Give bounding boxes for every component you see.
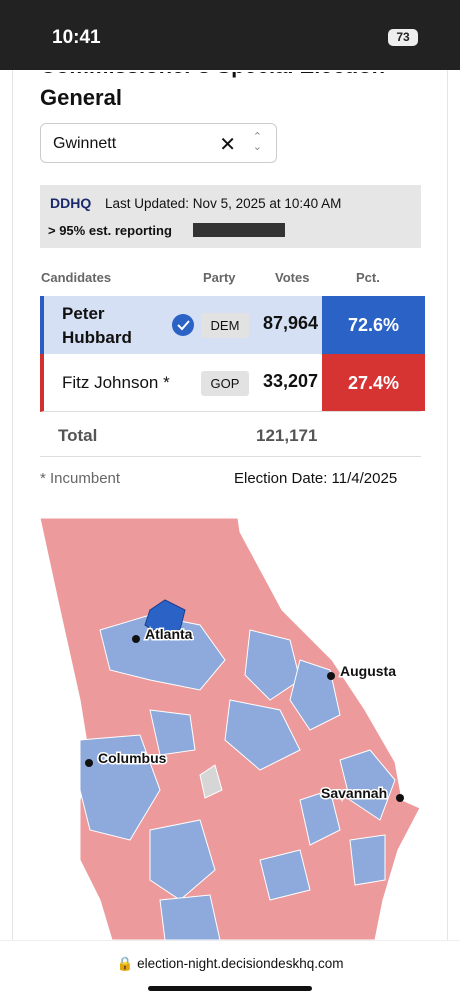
table-header: Party xyxy=(203,270,236,285)
status-cover: 10:41 73 xyxy=(0,0,460,70)
candidate-row: Fitz Johnson * GOP 33,207 27.4% xyxy=(40,354,425,412)
winner-check xyxy=(172,314,194,336)
city-dot xyxy=(132,635,140,643)
county-select[interactable]: Gwinnett ✕ ⌃ ⌄ xyxy=(40,123,277,163)
clear-icon[interactable]: ✕ xyxy=(219,134,236,156)
city-label: Savannah xyxy=(321,785,387,801)
table-header: Votes xyxy=(275,270,310,285)
party: DEM xyxy=(201,313,249,338)
candidate-row: Peter Hubbard DEM 87,964 72.6% xyxy=(40,296,425,354)
total-label: Total xyxy=(58,426,98,445)
city-label: Atlanta xyxy=(145,626,193,642)
candidate-name: Fitz Johnson * xyxy=(62,373,170,392)
reporting: > 95% est. reporting xyxy=(48,223,172,238)
logo: DDHQ xyxy=(50,195,92,211)
percent: 27.4% xyxy=(322,354,425,411)
county: Gwinnett xyxy=(53,135,117,152)
city-label: Augusta xyxy=(340,663,396,679)
page-title: Commissioner's Special Election General xyxy=(40,72,420,114)
progress-bar xyxy=(193,223,285,237)
votes: 87,964 xyxy=(262,313,318,333)
city-dot xyxy=(327,672,335,680)
percent: 72.6% xyxy=(322,296,425,354)
candidate-name: Peter Hubbard xyxy=(62,304,132,347)
city-label: Columbus xyxy=(98,750,167,766)
divider xyxy=(40,456,421,457)
gwinnett xyxy=(144,599,186,636)
election-date: Election Date: 11/4/2025 xyxy=(234,470,398,487)
info-box: DDHQ Last Updated: Nov 5, 2025 at 10:40 … xyxy=(40,185,421,248)
no-data-county xyxy=(199,764,223,799)
party: GOP xyxy=(201,371,249,396)
total-votes: 121,171 xyxy=(256,426,318,445)
battery: 73 xyxy=(388,29,418,46)
time: 10:41 xyxy=(52,27,101,48)
dem-counties xyxy=(79,614,396,940)
frame xyxy=(12,70,448,940)
table-header: Candidates xyxy=(41,270,112,285)
home-indicator xyxy=(148,986,312,991)
city-dot xyxy=(396,794,404,802)
county-map: Atlanta Augusta Columbus Savannah xyxy=(39,517,421,940)
table-header: Pct. xyxy=(356,270,380,285)
arrows-icon: ⌃ ⌄ xyxy=(252,131,262,153)
title-line: Commissioner's Special Election xyxy=(40,72,385,78)
votes: 33,207 xyxy=(262,371,318,391)
browser-bar: 🔒 election-night.decisiondeskhq.com xyxy=(0,940,460,1000)
footnote: * Incumbent xyxy=(40,470,121,487)
title-line: General xyxy=(40,85,122,110)
last-updated: Last Updated: Nov 5, 2025 at 10:40 AM xyxy=(105,196,342,211)
city-dot xyxy=(85,759,93,767)
url[interactable]: 🔒 election-night.decisiondeskhq.com xyxy=(116,956,344,971)
url-text: election-night.decisiondeskhq.com xyxy=(137,956,344,971)
